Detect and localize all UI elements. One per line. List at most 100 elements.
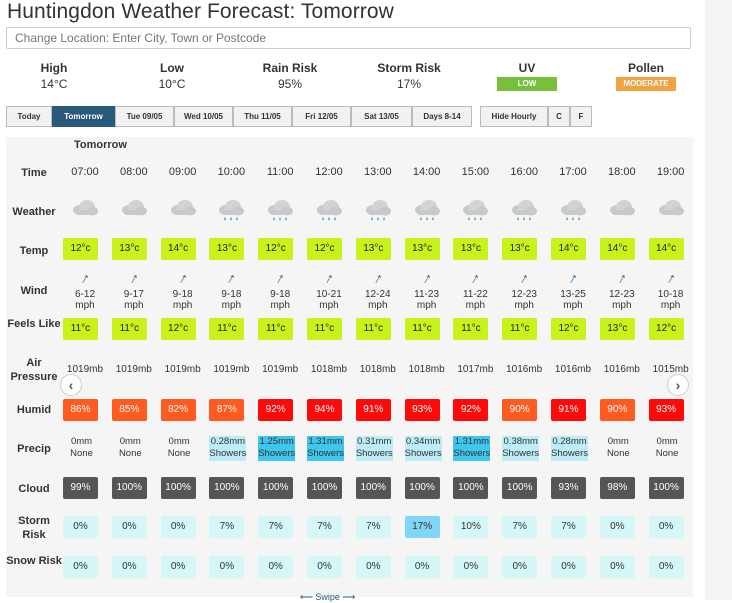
air-pressure: 1015mb <box>652 364 689 375</box>
feels-like-box: 11°c <box>258 318 294 340</box>
temp-box-cell: 13°c <box>500 237 548 261</box>
tab-wed[interactable]: Wed 10/05 <box>174 106 233 127</box>
summary-storm-value: 17% <box>396 77 422 91</box>
wind-speed: 9-18 <box>172 289 193 300</box>
temp-box-cell: 13°c <box>451 237 499 261</box>
wind-unit: mph <box>319 300 339 311</box>
precip-amount: 0mm <box>119 436 141 447</box>
wind-speed: 11-22 <box>462 289 488 300</box>
precip-cell: 0.38mm Showers <box>500 436 548 462</box>
tab-sat[interactable]: Sat 13/05 <box>351 106 412 127</box>
temp-box-cell: 14°c <box>549 237 597 261</box>
temp-box: 13°c <box>453 238 489 260</box>
scroll-right-button[interactable]: › <box>667 374 689 396</box>
precip-cell: 0mm None <box>61 436 109 462</box>
humidity-box-cell: 91% <box>354 398 402 422</box>
temp-box-cell: 13°c <box>403 237 451 261</box>
page-title: Huntingdon Weather Forecast: Tomorrow <box>7 0 394 23</box>
snow-risk-box-cell: 0% <box>500 555 548 579</box>
humidity-box: 94% <box>307 399 342 421</box>
storm-risk-box-cell: 7% <box>354 515 402 539</box>
tab-tue[interactable]: Tue 09/05 <box>115 106 174 127</box>
summary-rain-label: Rain Risk <box>262 61 318 75</box>
snow-risk-box: 0% <box>453 556 489 578</box>
precip-type: None <box>70 448 93 459</box>
summary-pollen-label: Pollen <box>627 61 664 75</box>
cloud-icon <box>159 197 207 226</box>
hour-time: 08:00 <box>120 166 148 178</box>
storm-risk-box-cell: 7% <box>207 515 255 539</box>
tab-tomorrow[interactable]: Tomorrow <box>52 106 115 127</box>
fahrenheit-button[interactable]: F <box>570 106 592 127</box>
summary-low-value: 10°C <box>158 77 186 91</box>
storm-risk-box-cell: 17% <box>403 515 451 539</box>
location-search-input[interactable] <box>6 27 691 49</box>
snow-risk-box-cell: 0% <box>647 555 693 579</box>
humidity-box: 82% <box>160 399 196 421</box>
wind-unit: mph <box>563 300 583 311</box>
tab-fri[interactable]: Fri 12/05 <box>292 106 351 127</box>
summary-low: Low 10°C <box>142 61 202 91</box>
storm-risk-box-cell: 0% <box>61 515 109 539</box>
precip-type: None <box>655 448 679 459</box>
snow-risk-box: 0% <box>258 556 294 578</box>
tab-days-8-14[interactable]: Days 8-14 <box>412 106 472 127</box>
precip-cell: 0.28mm Showers <box>207 436 255 462</box>
wind-unit: mph <box>612 300 632 311</box>
air-pressure: 1019mb <box>213 364 250 375</box>
hide-hourly-button[interactable]: Hide Hourly <box>480 106 548 127</box>
snow-risk-box: 0% <box>160 556 196 578</box>
wind-speed: 12-24 <box>365 289 391 300</box>
temp-box: 13°c <box>355 238 391 260</box>
snow-risk-box-cell: 0% <box>549 555 597 579</box>
celsius-button[interactable]: C <box>548 106 570 127</box>
air-pressure: 1019mb <box>164 364 201 375</box>
summary-rain-risk: Rain Risk 95% <box>250 61 330 91</box>
hourly-forecast-table[interactable]: Tomorrow Time Weather Temp Wind Feels Like Ai… <box>6 137 693 597</box>
air-pressure: 1018mb <box>310 364 348 375</box>
row-label-humid: Humid <box>16 404 52 416</box>
feels-like-box: 12°c <box>160 318 196 340</box>
humidity-box: 85% <box>111 399 147 421</box>
cloud-cover-box-cell: 100% <box>451 476 499 500</box>
cloud-cover-box: 100% <box>404 477 440 499</box>
wind-speed: 12-23 <box>609 289 635 300</box>
snow-risk-box-cell: 0% <box>598 555 646 579</box>
precip-type: Showers <box>209 448 247 459</box>
precip-amount: 1.31mm <box>454 436 490 447</box>
uv-badge: LOW <box>497 77 557 91</box>
wind-unit: mph <box>514 300 534 311</box>
storm-risk-box: 7% <box>307 516 342 538</box>
precip-type: None <box>606 448 630 459</box>
precip-cell: 1.31mm Showers <box>305 436 353 462</box>
tab-thu[interactable]: Thu 11/05 <box>233 106 292 127</box>
humidity-box: 87% <box>209 399 245 421</box>
precip-amount: 0mm <box>70 436 93 447</box>
wind-unit: mph <box>368 300 388 311</box>
feels-like-box-cell: 12°c <box>159 317 207 341</box>
row-label-storm: Storm Risk <box>18 515 50 541</box>
tab-today[interactable]: Today <box>6 106 52 127</box>
precip-type: Showers <box>258 448 296 459</box>
temp-box: 14°c <box>648 238 684 260</box>
storm-risk-box: 7% <box>258 516 294 538</box>
wind-unit: mph <box>416 300 437 311</box>
cloud-cover-box: 99% <box>63 477 98 499</box>
feels-like-box: 11°c <box>63 318 98 340</box>
cloud-icon <box>598 197 646 226</box>
storm-risk-box-cell: 0% <box>110 515 158 539</box>
scroll-left-button[interactable]: ‹ <box>60 374 82 396</box>
precip-amount: 0.34mm <box>405 436 441 447</box>
cloud-cover-box-cell: 93% <box>549 476 597 500</box>
snow-risk-box: 0% <box>648 556 684 578</box>
cloud-cover-box: 100% <box>502 477 538 499</box>
precip-cell: 0mm None <box>647 436 693 462</box>
wind-speed: 10-18 <box>657 289 684 300</box>
feels-like-box: 12°c <box>551 318 586 340</box>
rain-cloud-icon <box>451 197 499 226</box>
summary-storm-label: Storm Risk <box>377 61 441 75</box>
storm-risk-box-cell: 7% <box>305 515 353 539</box>
cloud-cover-box-cell: 100% <box>207 476 255 500</box>
precip-amount: 1.31mm <box>308 436 343 447</box>
wind-speed: 10-21 <box>316 289 342 300</box>
